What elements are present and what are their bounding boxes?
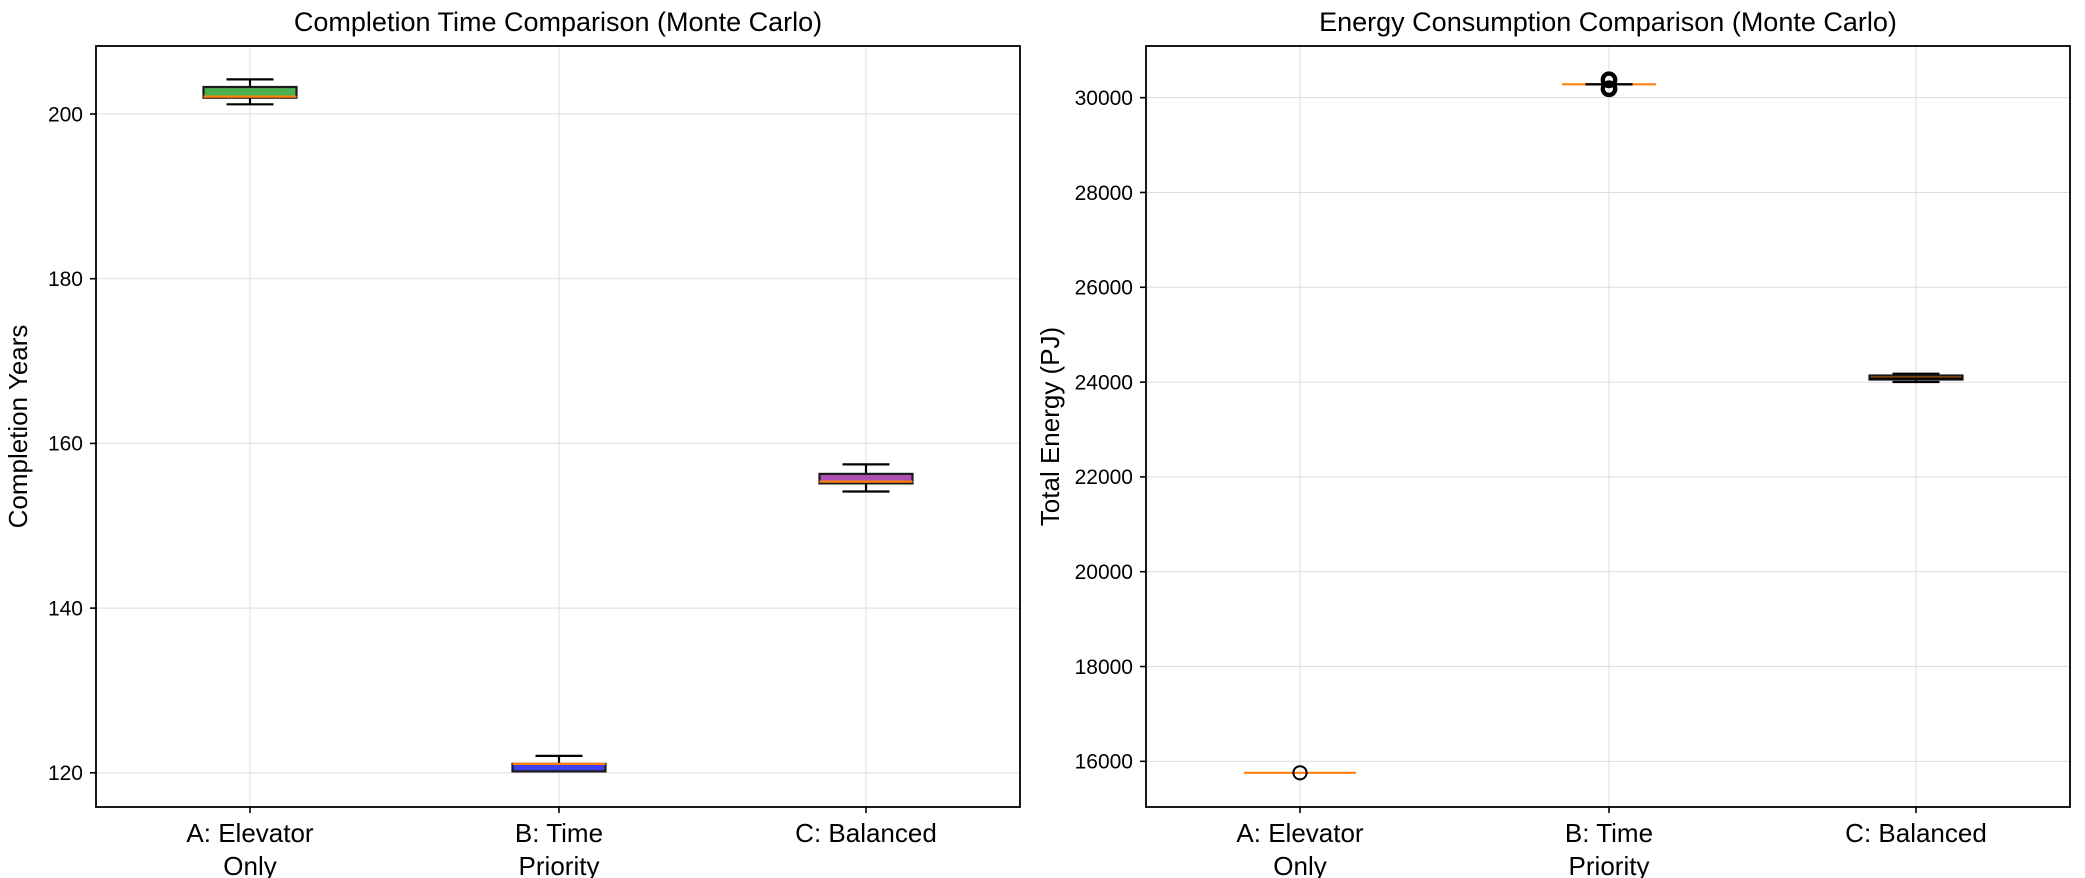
svg-text:28000: 28000 bbox=[1075, 182, 1133, 205]
svg-text:C: Balanced: C: Balanced bbox=[1845, 818, 1987, 848]
svg-text:18000: 18000 bbox=[1075, 656, 1133, 679]
svg-text:180: 180 bbox=[48, 268, 83, 291]
svg-text:200: 200 bbox=[48, 103, 83, 126]
svg-text:C: Balanced: C: Balanced bbox=[795, 818, 937, 848]
svg-text:140: 140 bbox=[48, 597, 83, 620]
svg-text:Completion Years: Completion Years bbox=[3, 325, 33, 529]
svg-text:Energy Consumption Comparison: Energy Consumption Comparison (Monte Car… bbox=[1319, 7, 1897, 37]
svg-text:120: 120 bbox=[48, 762, 83, 785]
svg-text:A: Elevator: A: Elevator bbox=[186, 818, 314, 848]
svg-text:B: Time: B: Time bbox=[515, 818, 603, 848]
svg-text:26000: 26000 bbox=[1075, 277, 1133, 300]
svg-text:30000: 30000 bbox=[1075, 87, 1133, 110]
svg-text:A: Elevator: A: Elevator bbox=[1236, 818, 1364, 848]
svg-text:B: Time: B: Time bbox=[1565, 818, 1653, 848]
svg-text:160: 160 bbox=[48, 433, 83, 456]
svg-text:Priority: Priority bbox=[1569, 851, 1650, 878]
svg-text:22000: 22000 bbox=[1075, 466, 1133, 489]
svg-text:Only: Only bbox=[1273, 851, 1326, 878]
svg-text:20000: 20000 bbox=[1075, 561, 1133, 584]
svg-text:Total Energy (PJ): Total Energy (PJ) bbox=[1035, 327, 1065, 526]
svg-text:Priority: Priority bbox=[519, 851, 600, 878]
svg-text:16000: 16000 bbox=[1075, 751, 1133, 774]
svg-text:Only: Only bbox=[223, 851, 276, 878]
svg-text:24000: 24000 bbox=[1075, 371, 1133, 394]
svg-text:Completion Time Comparison (Mo: Completion Time Comparison (Monte Carlo) bbox=[294, 7, 822, 37]
